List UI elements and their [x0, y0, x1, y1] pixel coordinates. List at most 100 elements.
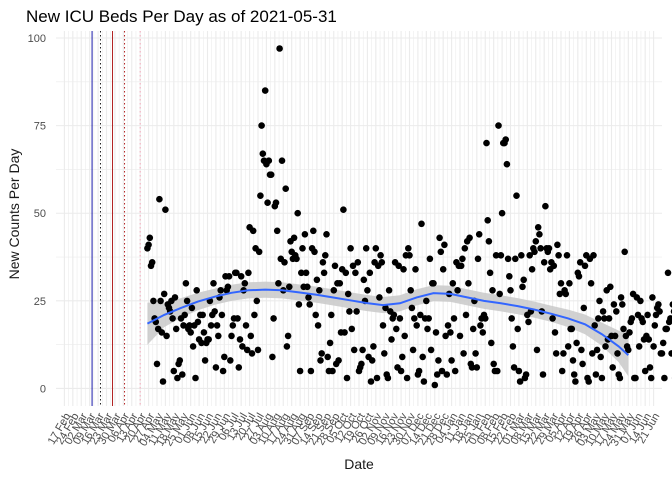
data-point — [234, 315, 241, 322]
data-point — [221, 353, 228, 361]
data-point — [570, 371, 578, 378]
data-point — [526, 252, 533, 259]
data-point — [520, 276, 527, 284]
data-point — [322, 252, 329, 259]
data-point — [170, 367, 178, 375]
data-point — [255, 248, 263, 256]
data-point — [227, 357, 234, 364]
data-point — [597, 353, 604, 361]
data-point — [587, 280, 595, 287]
data-point — [283, 343, 291, 350]
data-point — [408, 304, 416, 312]
data-point — [347, 245, 354, 252]
data-point — [556, 290, 564, 298]
data-point — [218, 311, 226, 319]
data-point — [536, 231, 543, 238]
data-point — [528, 266, 536, 273]
data-point — [302, 269, 310, 277]
data-point — [362, 245, 370, 252]
data-point — [254, 346, 262, 354]
data-point — [468, 364, 476, 371]
data-point — [311, 248, 318, 256]
chart-title: New ICU Beds Per Day as of 2021-05-31 — [26, 7, 337, 26]
data-point — [450, 315, 458, 322]
data-point — [578, 346, 585, 354]
data-point — [259, 150, 267, 157]
data-point — [343, 374, 351, 382]
data-point — [395, 262, 403, 270]
data-point — [601, 315, 608, 322]
data-point — [269, 353, 276, 361]
data-point — [411, 315, 418, 322]
data-point — [245, 269, 252, 277]
data-point — [258, 122, 265, 129]
y-axis-title: New Counts Per Day — [6, 149, 22, 280]
data-point — [663, 325, 671, 333]
data-point — [593, 346, 601, 354]
data-point — [193, 287, 200, 294]
data-point — [286, 283, 293, 291]
data-point — [156, 195, 163, 203]
data-point — [457, 262, 465, 270]
data-point — [473, 364, 481, 371]
data-point — [340, 206, 347, 213]
data-point — [284, 332, 292, 340]
data-point — [350, 346, 358, 354]
data-point — [181, 311, 188, 319]
data-point — [590, 252, 597, 259]
data-point — [525, 318, 532, 326]
data-point — [424, 325, 431, 333]
data-point — [264, 199, 271, 206]
data-point — [215, 332, 222, 340]
data-point — [610, 301, 618, 308]
data-point — [312, 311, 320, 319]
data-point — [425, 315, 433, 322]
data-point — [376, 294, 383, 301]
data-point — [443, 371, 451, 378]
data-point — [385, 287, 393, 294]
data-point — [558, 367, 566, 375]
y-tick-label: 25 — [34, 296, 46, 308]
data-point — [459, 255, 466, 263]
data-point — [257, 192, 264, 199]
data-point — [359, 346, 366, 354]
data-point — [646, 364, 654, 371]
data-point — [270, 315, 277, 322]
data-point — [401, 332, 409, 340]
data-point — [298, 269, 305, 277]
data-point — [522, 371, 530, 378]
data-point — [310, 227, 317, 235]
data-point — [171, 294, 179, 301]
data-point — [621, 248, 628, 256]
data-point — [187, 329, 194, 336]
data-point — [513, 192, 520, 199]
data-point — [182, 280, 190, 287]
data-point — [366, 269, 374, 277]
data-point — [176, 357, 184, 364]
data-point — [441, 241, 448, 249]
data-point — [159, 378, 167, 385]
data-point — [495, 122, 502, 129]
data-point — [189, 343, 197, 350]
data-point — [275, 280, 282, 287]
data-point — [267, 171, 275, 178]
data-point — [319, 259, 327, 266]
data-point — [213, 322, 221, 329]
data-point — [388, 336, 395, 343]
data-point — [158, 329, 166, 336]
data-point — [370, 343, 377, 350]
data-point — [655, 301, 662, 308]
grid-lines — [56, 31, 662, 406]
data-point — [330, 287, 338, 294]
data-point — [183, 297, 191, 305]
data-point — [668, 350, 672, 357]
data-point — [496, 290, 504, 298]
data-point — [667, 315, 672, 322]
data-point — [305, 294, 312, 301]
data-point — [313, 276, 321, 284]
data-point — [659, 339, 667, 347]
data-point — [239, 343, 246, 350]
x-axis-title: Date — [344, 456, 374, 472]
data-point — [399, 353, 406, 361]
data-point — [364, 287, 371, 294]
